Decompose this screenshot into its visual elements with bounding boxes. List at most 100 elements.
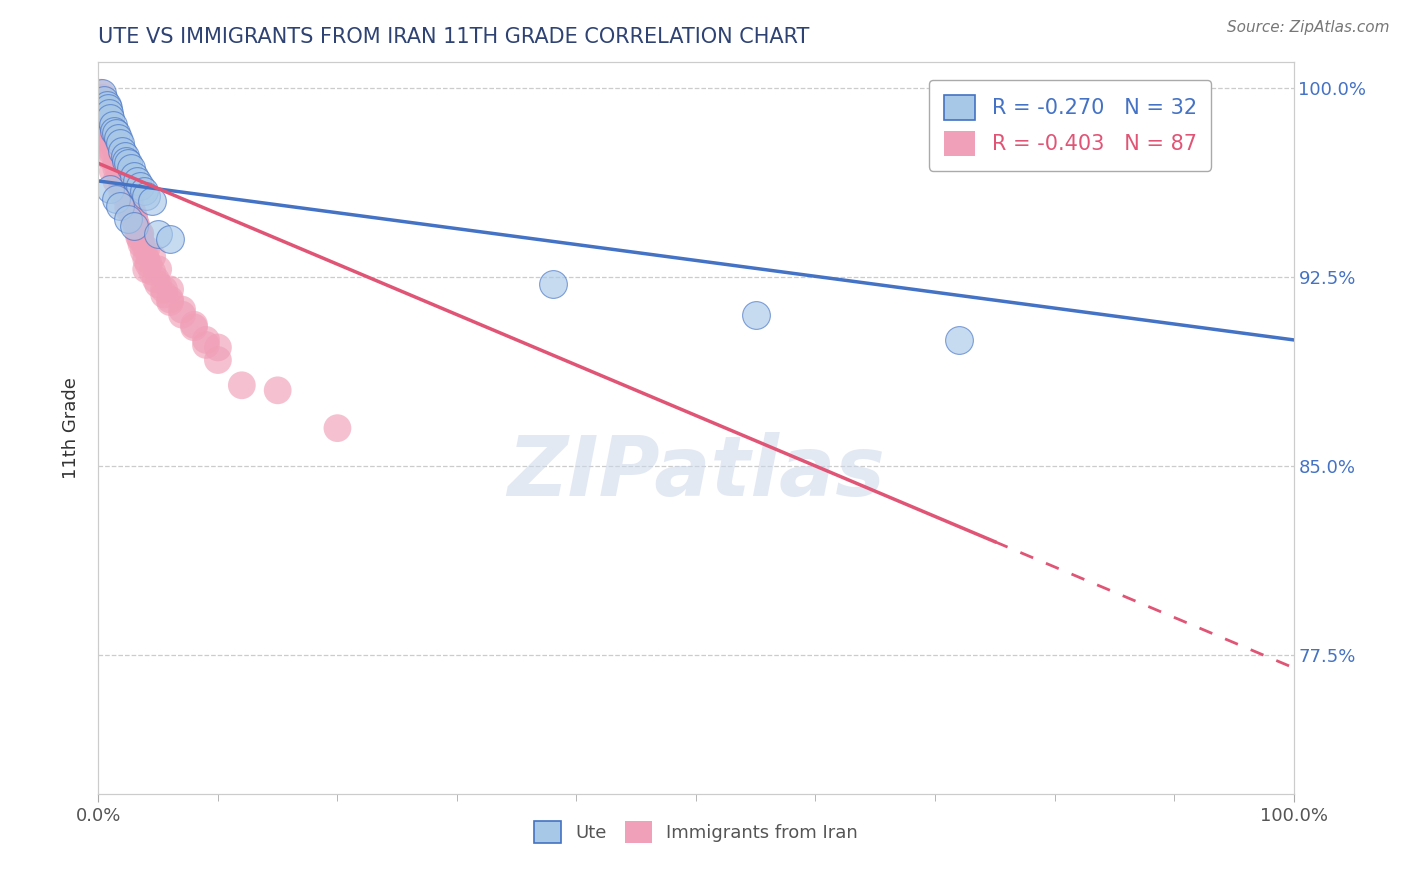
Point [141, 265, 163, 279]
Point [91, 91, 114, 105]
Point [183, 318, 205, 332]
Point [141, 250, 163, 264]
Point [124, 211, 146, 226]
Point [148, 277, 170, 292]
Point [98, 144, 122, 158]
Point [132, 244, 155, 259]
Text: ZIPatlas: ZIPatlas [508, 432, 884, 513]
Point [129, 227, 152, 241]
Point [111, 144, 134, 158]
Point [114, 181, 136, 195]
Point [108, 159, 131, 173]
Point [94, 103, 117, 118]
Point [135, 189, 157, 203]
Point [121, 207, 143, 221]
Point [97, 101, 120, 115]
Point [117, 211, 139, 226]
Point [91, 95, 114, 110]
Point [111, 186, 134, 201]
Point [148, 227, 170, 241]
Point [267, 384, 290, 398]
Point [103, 123, 125, 137]
Point [97, 149, 120, 163]
Point [105, 192, 128, 206]
Point [93, 98, 115, 112]
Point [138, 257, 160, 271]
Point [101, 119, 124, 133]
Point [105, 126, 128, 140]
Point [207, 341, 229, 355]
Point [131, 237, 153, 252]
Point [124, 217, 146, 231]
Point [122, 207, 145, 221]
Point [145, 272, 167, 286]
Point [110, 164, 132, 178]
Point [135, 262, 157, 277]
Point [117, 194, 139, 209]
Point [125, 174, 148, 188]
Point [115, 181, 138, 195]
Point [93, 93, 115, 107]
Point [141, 194, 163, 209]
Point [97, 113, 120, 128]
Point [159, 293, 181, 307]
Point [93, 119, 115, 133]
Point [159, 282, 181, 296]
Point [153, 282, 176, 296]
Point [124, 211, 146, 226]
Point [105, 161, 128, 176]
Point [148, 262, 170, 277]
Point [105, 144, 128, 158]
Point [98, 111, 122, 125]
Point [172, 302, 194, 317]
Point [98, 134, 122, 148]
Point [98, 181, 122, 195]
Point [101, 131, 124, 145]
Point [107, 153, 129, 168]
Point [98, 119, 121, 133]
Point [124, 219, 146, 234]
Point [129, 232, 152, 246]
Point [108, 136, 131, 150]
Point [103, 136, 125, 150]
Point [98, 121, 122, 136]
Point [96, 98, 118, 112]
Point [124, 211, 146, 226]
Point [127, 224, 149, 238]
Point [117, 189, 139, 203]
Point [183, 320, 205, 334]
Point [96, 108, 118, 122]
Point [104, 141, 127, 155]
Point [117, 156, 139, 170]
Point [120, 161, 142, 176]
Point [541, 277, 564, 292]
Point [159, 295, 181, 310]
Point [195, 338, 218, 352]
Point [101, 144, 124, 158]
Point [114, 149, 136, 163]
Point [112, 171, 135, 186]
Text: UTE VS IMMIGRANTS FROM IRAN 11TH GRADE CORRELATION CHART: UTE VS IMMIGRANTS FROM IRAN 11TH GRADE C… [98, 27, 810, 47]
Point [90, 86, 112, 100]
Point [129, 227, 152, 241]
Point [111, 166, 134, 180]
Point [128, 229, 150, 244]
Point [115, 153, 138, 168]
Point [745, 308, 768, 322]
Point [115, 186, 138, 201]
Point [159, 232, 181, 246]
Point [111, 177, 134, 191]
Point [153, 287, 176, 301]
Point [207, 353, 229, 368]
Point [120, 199, 142, 213]
Point [326, 421, 349, 435]
Point [98, 106, 121, 120]
Point [172, 308, 194, 322]
Point [107, 149, 129, 163]
Point [100, 126, 122, 140]
Point [121, 204, 143, 219]
Point [124, 169, 146, 183]
Point [105, 156, 128, 170]
Point [129, 179, 152, 194]
Point [125, 219, 148, 234]
